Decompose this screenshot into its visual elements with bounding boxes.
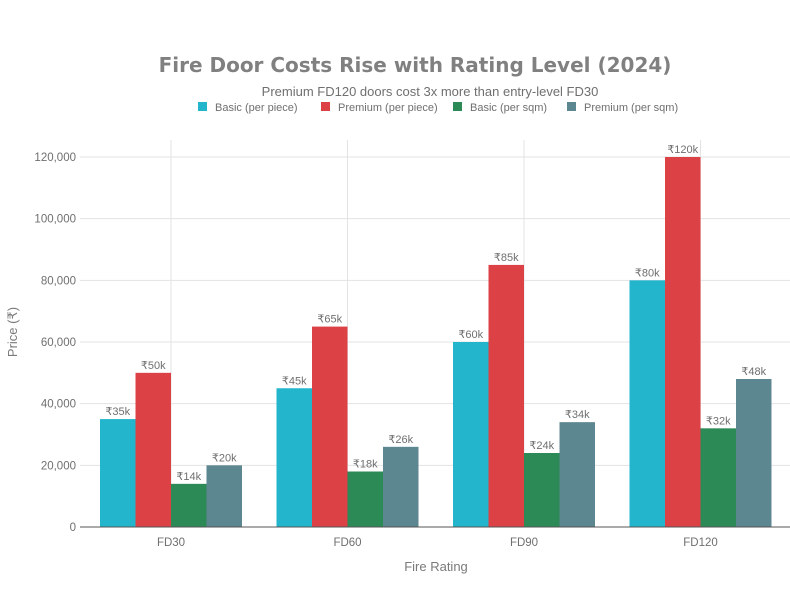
y-tick-label: 60,000 <box>41 337 76 349</box>
bar <box>665 157 701 527</box>
y-tick-label: 40,000 <box>41 399 76 411</box>
x-tick-label: FD60 <box>333 537 361 549</box>
x-tick-label: FD90 <box>510 537 538 549</box>
legend-swatch <box>321 102 330 111</box>
y-axis-title: Price (₹) <box>5 307 20 357</box>
bar <box>524 453 560 527</box>
x-tick-label: FD30 <box>157 537 185 549</box>
bar <box>736 379 772 527</box>
data-label: ₹50k <box>141 360 166 372</box>
bar <box>629 280 665 527</box>
legend-swatch <box>198 102 207 111</box>
legend-label: Basic (per sqm) <box>470 102 547 114</box>
y-tick-label: 120,000 <box>34 152 76 164</box>
bar <box>100 419 136 527</box>
data-label: ₹120k <box>667 144 698 156</box>
data-label: ₹65k <box>317 314 342 326</box>
data-label: ₹32k <box>706 415 731 427</box>
data-label: ₹14k <box>176 471 201 483</box>
bar <box>135 372 171 527</box>
legend: Basic (per piece) Premium (per piece) Basi… <box>198 102 678 114</box>
bar <box>171 483 207 527</box>
x-axis: FD30 FD60 FD90 FD120 <box>85 526 790 549</box>
bar <box>383 446 419 527</box>
y-tick-label: 100,000 <box>34 214 76 226</box>
bar <box>347 471 383 527</box>
data-label: ₹45k <box>282 375 307 387</box>
data-labels: ₹35k ₹50k ₹14k ₹20k ₹45k ₹65k ₹18k ₹26k ₹60k ₹85k… <box>105 144 766 483</box>
data-label: ₹26k <box>388 434 413 446</box>
legend-swatch <box>453 102 462 111</box>
bar <box>559 422 595 527</box>
x-axis-title: Fire Rating <box>404 559 468 574</box>
y-axis: 0 20,000 40,000 60,000 80,000 100,000 120,000 <box>34 152 85 534</box>
chart-subtitle: Premium FD120 doors cost 3x more than en… <box>262 84 599 99</box>
y-tick-label: 0 <box>70 522 76 534</box>
data-label: ₹35k <box>105 406 130 418</box>
legend-label: Premium (per sqm) <box>584 102 678 114</box>
bar <box>488 264 524 527</box>
y-tick-label: 20,000 <box>41 460 76 472</box>
data-label: ₹48k <box>741 366 766 378</box>
legend-label: Premium (per piece) <box>338 102 438 114</box>
bars <box>100 157 772 527</box>
x-tick-label: FD120 <box>683 537 718 549</box>
bar <box>276 388 312 527</box>
legend-swatch <box>567 102 576 111</box>
bar <box>206 465 242 527</box>
data-label: ₹20k <box>212 452 237 464</box>
data-label: ₹80k <box>635 267 660 279</box>
data-label: ₹85k <box>494 252 519 264</box>
y-tick-label: 80,000 <box>41 275 76 287</box>
bar <box>700 428 736 527</box>
chart-title: Fire Door Costs Rise with Rating Level (… <box>159 53 672 77</box>
bar <box>453 342 489 527</box>
data-label: ₹18k <box>353 459 378 471</box>
data-label: ₹60k <box>458 329 483 341</box>
bar <box>312 326 348 527</box>
data-label: ₹34k <box>565 409 590 421</box>
legend-label: Basic (per piece) <box>215 102 298 114</box>
data-label: ₹24k <box>529 440 554 452</box>
